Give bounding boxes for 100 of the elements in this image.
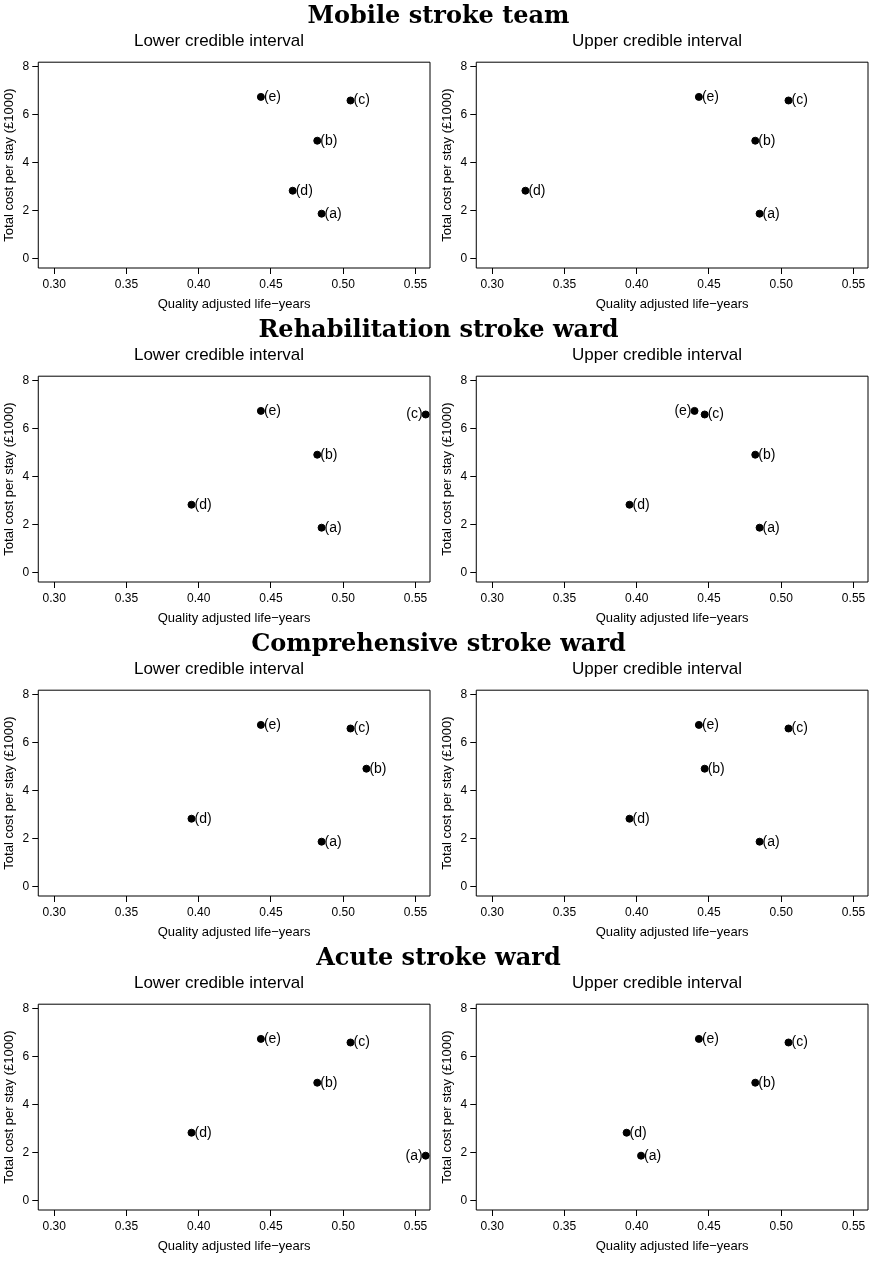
- annotation: (d): [194, 809, 212, 826]
- y-tick-label: 6: [460, 421, 468, 436]
- y-axis-title: Total cost per stay (£1000): [1, 88, 17, 242]
- y-tick-label: 8: [22, 59, 30, 74]
- x-tick-label: 0.55: [841, 1218, 866, 1233]
- annotation: (c): [791, 1033, 808, 1050]
- annotation: (b): [758, 445, 776, 462]
- x-tick-label: 0.50: [331, 904, 356, 919]
- x-tick-label: 0.50: [769, 904, 794, 919]
- y-tick-label: 4: [460, 469, 468, 484]
- y-tick-label: 2: [22, 516, 30, 531]
- x-tick-label: 0.35: [552, 904, 577, 919]
- y-tick-label: 2: [22, 830, 30, 845]
- annotation: (a): [324, 204, 342, 221]
- x-tick-label: 0.30: [480, 1218, 505, 1233]
- x-tick-label: 0.45: [697, 1218, 721, 1233]
- chart-subtitle: Lower credible interval: [132, 972, 306, 994]
- chart-subtitle: Lower credible interval: [132, 30, 306, 52]
- annotation: (b): [320, 1073, 338, 1090]
- x-tick-label: 0.50: [331, 1218, 356, 1233]
- y-axis-title: Total cost per stay (£1000): [439, 402, 455, 556]
- y-tick-label: 0: [460, 250, 468, 265]
- chart-subtitle: Upper credible interval: [570, 972, 744, 994]
- x-tick-label: 0.30: [480, 904, 505, 919]
- annotation: (c): [353, 91, 370, 108]
- chart-subtitle: Lower credible interval: [132, 658, 306, 680]
- y-tick-label: 6: [22, 1049, 30, 1064]
- annotation: (c): [707, 405, 724, 422]
- x-tick-label: 0.45: [697, 904, 721, 919]
- x-tick-label: 0.45: [259, 276, 283, 291]
- x-tick-label: 0.40: [625, 1218, 649, 1233]
- x-tick-label: 0.55: [403, 904, 428, 919]
- annotation: (e): [701, 1029, 719, 1046]
- y-tick-label: 6: [22, 107, 30, 122]
- annotation: (b): [707, 759, 725, 776]
- y-tick-label: 8: [460, 59, 468, 74]
- x-tick-label: 0.55: [403, 590, 428, 605]
- x-axis-title: Quality adjusted life−years: [595, 295, 750, 311]
- x-tick-label: 0.35: [114, 590, 139, 605]
- y-tick-label: 0: [460, 564, 468, 579]
- x-axis-title: Quality adjusted life−years: [157, 923, 312, 939]
- annotation: (e): [263, 715, 281, 732]
- x-tick-label: 0.55: [841, 590, 866, 605]
- y-tick-label: 6: [460, 1049, 468, 1064]
- x-tick-label: 0.45: [697, 590, 721, 605]
- x-tick-label: 0.50: [331, 590, 356, 605]
- y-axis-title: Total cost per stay (£1000): [1, 716, 17, 870]
- annotation: (e): [701, 715, 719, 732]
- x-tick-label: 0.50: [769, 276, 794, 291]
- chart-title: Rehabilitation stroke ward: [257, 314, 620, 344]
- y-tick-label: 2: [460, 202, 468, 217]
- annotation: (d): [629, 1123, 647, 1140]
- y-tick-label: 8: [460, 1001, 468, 1016]
- annotation: (c): [353, 1033, 370, 1050]
- annotation: (a): [405, 1146, 423, 1163]
- annotation: (a): [644, 1146, 662, 1163]
- x-tick-label: 0.50: [769, 1218, 794, 1233]
- y-tick-label: 4: [460, 1097, 468, 1112]
- y-tick-label: 6: [460, 735, 468, 750]
- point: [694, 720, 703, 729]
- annotation: (e): [263, 87, 281, 104]
- y-tick-label: 0: [22, 564, 30, 579]
- annotation: (b): [369, 759, 387, 776]
- y-tick-label: 2: [460, 1144, 468, 1159]
- y-tick-label: 8: [22, 373, 30, 388]
- annotation: (e): [701, 87, 719, 104]
- y-tick-label: 4: [22, 155, 30, 170]
- point: [256, 720, 265, 729]
- annotation: (d): [528, 181, 546, 198]
- y-tick-label: 4: [460, 155, 468, 170]
- annotation: (e): [263, 1029, 281, 1046]
- y-tick-label: 2: [22, 202, 30, 217]
- x-tick-label: 0.35: [114, 1218, 139, 1233]
- annotation: (d): [632, 809, 650, 826]
- annotation: (e): [674, 401, 692, 418]
- x-tick-label: 0.50: [769, 590, 794, 605]
- chart-title: Comprehensive stroke ward: [250, 628, 627, 658]
- annotation: (c): [791, 719, 808, 736]
- annotation: (a): [324, 832, 342, 849]
- annotation: (d): [194, 495, 212, 512]
- y-tick-label: 2: [22, 1144, 30, 1159]
- chart-subtitle: Upper credible interval: [570, 344, 744, 366]
- y-axis-title: Total cost per stay (£1000): [439, 716, 455, 870]
- x-tick-label: 0.30: [42, 276, 67, 291]
- x-axis-title: Quality adjusted life−years: [595, 923, 750, 939]
- x-tick-label: 0.40: [625, 904, 649, 919]
- y-tick-label: 8: [460, 373, 468, 388]
- annotation: (b): [758, 1073, 776, 1090]
- y-tick-label: 4: [22, 469, 30, 484]
- y-tick-label: 4: [22, 1097, 30, 1112]
- y-tick-label: 2: [460, 830, 468, 845]
- x-tick-label: 0.30: [42, 904, 67, 919]
- x-axis-title: Quality adjusted life−years: [157, 1237, 312, 1253]
- point: [256, 1034, 265, 1043]
- y-axis-title: Total cost per stay (£1000): [439, 1030, 455, 1184]
- x-tick-label: 0.55: [403, 276, 428, 291]
- annotation: (e): [263, 401, 281, 418]
- x-tick-label: 0.30: [480, 590, 505, 605]
- x-tick-label: 0.40: [187, 590, 211, 605]
- x-axis-title: Quality adjusted life−years: [595, 1237, 750, 1253]
